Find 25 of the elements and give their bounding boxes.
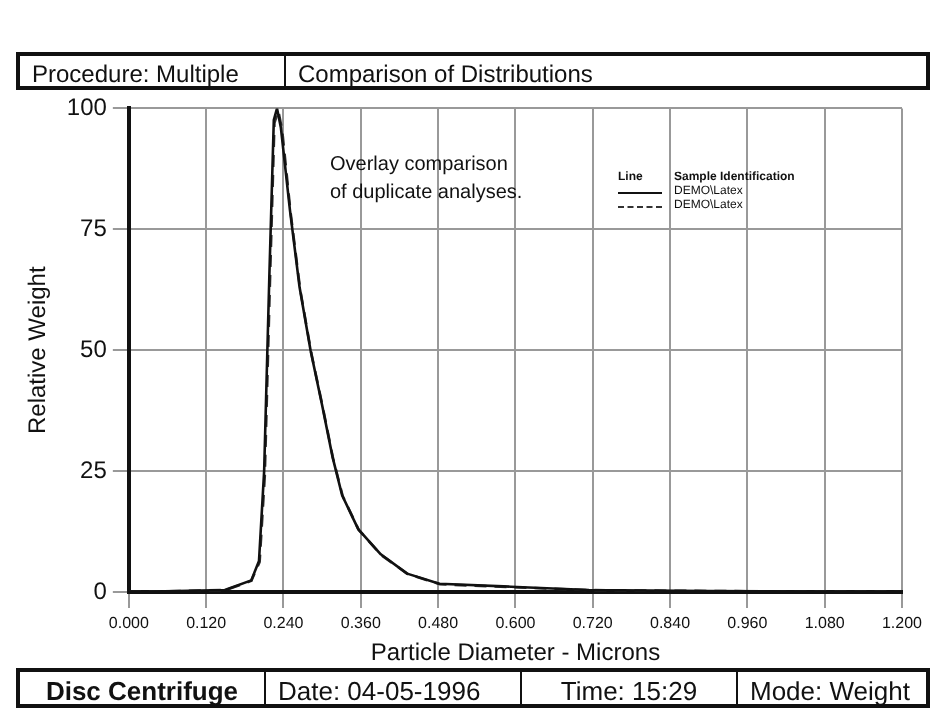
text: Date: 04-05-1996 <box>266 672 522 706</box>
x-tick-label: 0.240 <box>263 614 305 633</box>
y-axis-title: Relative Weight <box>23 265 52 435</box>
y-tick-label: 25 <box>80 455 108 484</box>
x-tick-label: 0.600 <box>495 614 537 633</box>
x-tick-label: 0.120 <box>186 614 228 633</box>
x-tick-label: 0.000 <box>108 614 150 633</box>
x-tick-label: 1.080 <box>804 614 846 633</box>
annotation: Overlay comparison of duplicate analyses. <box>330 152 523 208</box>
y-tick-label: 100 <box>66 93 108 122</box>
text: Mode: Weight <box>748 674 912 706</box>
x-tick-label: 0.360 <box>340 614 382 633</box>
x-tick-label: 0.720 <box>572 614 614 633</box>
text: Time: 15:29 <box>522 672 738 706</box>
text: Procedure: Multiple <box>20 56 286 88</box>
chart-title: Comparison of Distributions <box>296 58 595 88</box>
y-tick-label: 75 <box>80 213 108 242</box>
text: Disc Centrifuge <box>20 672 266 706</box>
x-tick-label: 0.480 <box>418 614 460 633</box>
x-tick-label: 0.960 <box>727 614 769 633</box>
y-tick-label: 0 <box>93 576 108 605</box>
x-axis-title: Particle Diameter - Microns <box>370 638 661 667</box>
x-tick-label: 0.840 <box>650 614 692 633</box>
y-tick-label: 50 <box>80 334 108 363</box>
x-tick-label: 1.200 <box>881 614 924 633</box>
